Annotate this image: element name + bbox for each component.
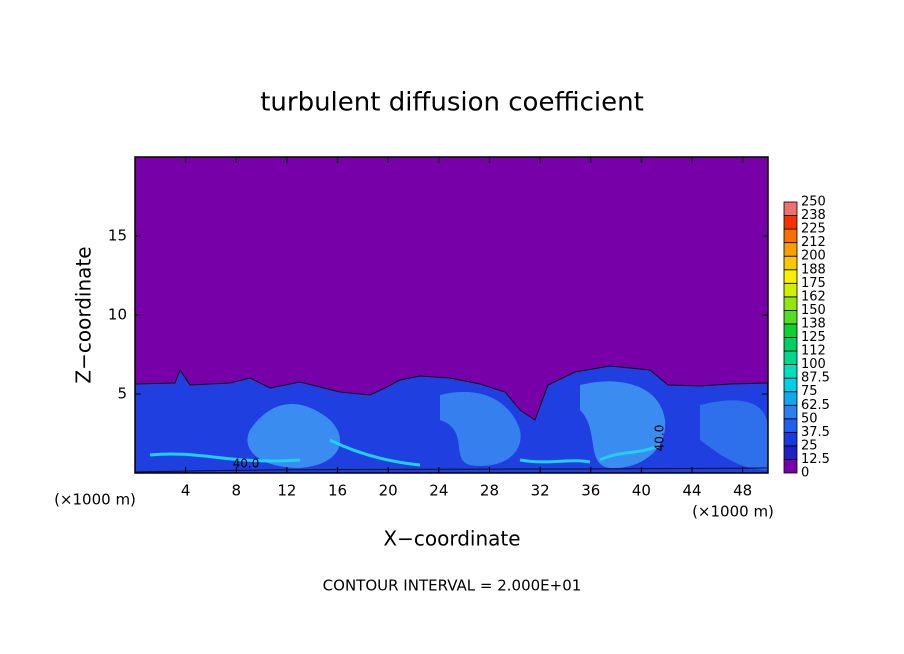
colorbar-box <box>783 404 798 420</box>
colorbar-label: 200 <box>801 249 826 264</box>
colorbar-box <box>783 323 798 338</box>
colorbar-label: 50 <box>801 411 818 426</box>
x-tick-label: 36 <box>581 482 600 500</box>
x-tick-label: 44 <box>682 482 701 500</box>
contour-label: 40.0 <box>653 425 667 452</box>
colorbar-label: 188 <box>801 262 826 277</box>
colorbar-box <box>783 309 798 325</box>
x-tick-label: 40 <box>632 482 651 500</box>
colorbar-box <box>783 269 798 284</box>
colorbar-label: 12.5 <box>801 452 830 467</box>
colorbar-box <box>783 445 798 460</box>
contour-label: 40.0 <box>233 457 260 471</box>
axis-unit: (×1000 m) <box>692 503 774 521</box>
colorbar-label: 37.5 <box>801 425 830 440</box>
colorbar-label: 87.5 <box>801 371 830 386</box>
field <box>134 365 769 474</box>
colorbar-label: 62.5 <box>801 398 830 413</box>
contour-line <box>134 467 769 473</box>
colorbar-box <box>783 364 798 379</box>
x-tick-label: 16 <box>328 482 347 500</box>
field-streak <box>149 438 661 467</box>
colorbar-label: 212 <box>801 235 826 250</box>
x-tick-label: 20 <box>379 482 398 500</box>
colorbar-label: 175 <box>801 276 826 291</box>
colorbar-box <box>783 431 798 447</box>
y-tick-label: 5 <box>117 385 127 403</box>
x-tick-label: 32 <box>531 482 550 500</box>
colorbar-label: 75 <box>801 384 818 399</box>
field-region <box>580 381 666 469</box>
colorbar-label: 250 <box>801 195 826 210</box>
colorbar-label: 100 <box>801 357 826 372</box>
colorbar-label: 0 <box>801 466 809 481</box>
colorbar-box <box>783 377 798 393</box>
y-axis-label: Z−coordinate <box>72 246 96 383</box>
colorbar-box <box>783 337 798 352</box>
colorbar-label: 162 <box>801 289 826 304</box>
x-tick-label: 8 <box>232 482 242 500</box>
colorbar-box <box>783 228 798 244</box>
field-region <box>700 400 768 470</box>
colorbar-box <box>783 215 798 230</box>
x-tick-label: 24 <box>429 482 448 500</box>
colorbar-box <box>783 282 798 298</box>
colorbar-box <box>783 391 798 406</box>
colorbar-label: 238 <box>801 208 826 223</box>
field-region <box>440 391 521 466</box>
colorbar-label: 150 <box>801 303 826 318</box>
x-tick-label: 28 <box>480 482 499 500</box>
axis-unit: (×1000 m) <box>54 491 136 509</box>
colorbar-label: 225 <box>801 222 826 237</box>
y-tick-label: 15 <box>108 227 127 245</box>
x-tick-label: 48 <box>733 482 752 500</box>
contour-interval: CONTOUR INTERVAL = 2.000E+01 <box>323 577 582 595</box>
colorbar-box <box>783 418 798 433</box>
x-tick-label: 4 <box>181 482 191 500</box>
colorbar-box <box>783 459 798 474</box>
colorbar-box <box>783 296 798 311</box>
colorbar-label: 138 <box>801 316 826 331</box>
chart-title: turbulent diffusion coefficient <box>260 88 644 118</box>
colorbar-box <box>783 255 798 271</box>
x-axis-label: X−coordinate <box>383 527 520 551</box>
x-tick-label: 12 <box>277 482 296 500</box>
colorbar-label: 25 <box>801 438 818 453</box>
y-tick-label: 10 <box>108 306 127 324</box>
colorbar-box <box>783 201 798 216</box>
colorbar-label: 125 <box>801 330 826 345</box>
colorbar-box <box>783 350 798 365</box>
colorbar-label: 112 <box>801 344 826 359</box>
colorbar-box <box>783 242 798 257</box>
field-region <box>247 403 340 468</box>
